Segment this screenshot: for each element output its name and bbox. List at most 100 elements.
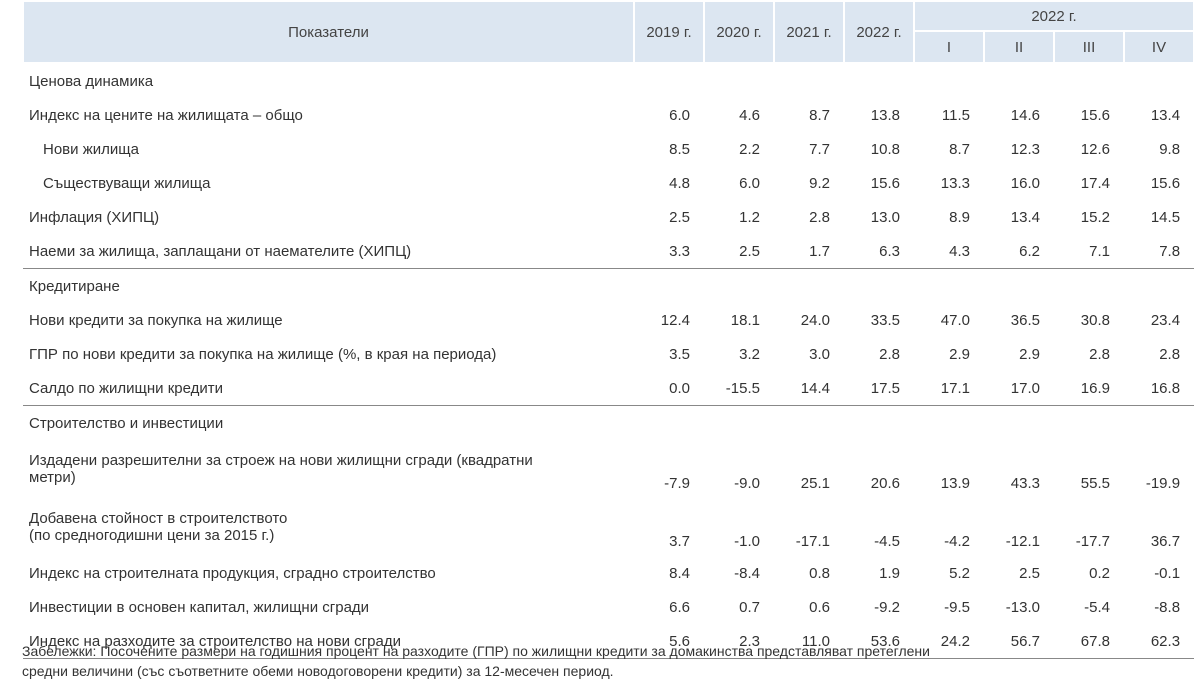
cell-value: 4.3: [949, 242, 970, 260]
cell-value: 36.7: [1150, 533, 1181, 550]
table-row: Салдо по жилищни кредити 0.0 -15.5 14.4 17.5…: [23, 371, 1194, 406]
cell-value: 43.3: [1010, 475, 1040, 492]
cell-value: 3.5: [669, 345, 690, 363]
cell-value: 13.4: [1150, 106, 1181, 124]
cell-value: 3.7: [669, 533, 690, 550]
cell-value: -17.1: [795, 533, 830, 550]
cell-value: -17.7: [1075, 533, 1110, 550]
cell-value: -1.0: [734, 533, 760, 550]
cell-value: 12.6: [1080, 140, 1110, 158]
footnote-line: Забележки: Посочените размери на годишни…: [22, 643, 930, 659]
row-label: Инвестиции в основен капитал, жилищни сг…: [29, 598, 370, 616]
cell-value: -19.9: [1145, 475, 1181, 492]
cell-value: 2.8: [879, 345, 900, 363]
cell-value: 8.7: [949, 140, 970, 158]
cell-value: 13.0: [870, 208, 900, 226]
cell-value: 24.2: [914, 624, 984, 659]
cell-value: -4.5: [874, 533, 900, 550]
cell-value: 15.6: [1150, 174, 1181, 192]
cell-value: 20.6: [870, 475, 900, 492]
row-label: Съществуващи жилища: [43, 174, 211, 192]
cell-value: 11.0: [774, 624, 844, 659]
cell-value: 2.2: [739, 140, 760, 158]
cell-value: 7.7: [809, 140, 830, 158]
cell-value: 0.0: [669, 379, 690, 397]
header-year: 2022 г.: [843, 0, 915, 64]
row-label: Индекс на разходите за строителство на н…: [23, 624, 634, 659]
cell-value: 2.5: [1019, 564, 1040, 582]
row-label: Наеми за жилища, заплащани от наемателит…: [29, 242, 412, 260]
table-row: ГПР по нови кредити за покупка на жилище…: [23, 337, 1194, 371]
cell-value: 62.3: [1124, 624, 1195, 659]
cell-value: 13.9: [940, 475, 970, 492]
row-label: Добавена стойност в строителството (по ср…: [23, 498, 634, 556]
row-label-line: Издадени разрешителни за строеж на нови …: [29, 452, 533, 469]
cell-value: 6.2: [1019, 242, 1040, 260]
footnote-line: средни величини (със съответните обеми н…: [22, 663, 614, 679]
row-label: Нови жилища: [43, 140, 139, 158]
table-row: Индекс на разходите за строителство на н…: [23, 624, 1195, 659]
row-label: Салдо по жилищни кредити: [29, 379, 224, 397]
cell-value: 17.1: [940, 379, 970, 397]
cell-value: 0.8: [809, 564, 830, 582]
header-year: 2020 г.: [703, 0, 775, 64]
cell-value: -9.2: [874, 598, 900, 616]
row-label: Издадени разрешителни за строеж на нови …: [23, 440, 634, 498]
cell-value: 47.0: [940, 311, 970, 329]
cell-value: 2.9: [1019, 345, 1040, 363]
cell-value: 1.7: [809, 242, 830, 260]
cell-value: 4.6: [739, 106, 760, 124]
cell-value: 3.3: [669, 242, 690, 260]
cell-value: 14.6: [1010, 106, 1040, 124]
cell-value: 1.9: [879, 564, 900, 582]
cell-value: -8.8: [1154, 598, 1181, 616]
cell-value: -5.4: [1084, 598, 1110, 616]
cell-value: -9.0: [734, 475, 760, 492]
row-label: Нови кредити за покупка на жилище: [29, 311, 283, 329]
row-label-line: Добавена стойност в строителството: [29, 510, 288, 527]
cell-value: 17.0: [1010, 379, 1040, 397]
cell-value: 14.5: [1150, 208, 1181, 226]
cell-value: -15.5: [725, 379, 760, 397]
row-label-line: (по средногодишни цени за 2015 г.): [29, 527, 275, 544]
cell-value: 55.5: [1080, 475, 1110, 492]
cell-value: 2.3: [704, 624, 774, 659]
cell-value: 7.8: [1159, 242, 1181, 260]
table-row: Индекс на строителната продукция, сградн…: [23, 556, 1194, 590]
table-row: Нови жилища 8.5 2.2 7.7 10.8 8.7 12.3 12.6 9.8: [23, 132, 1194, 166]
cell-value: -8.4: [734, 564, 760, 582]
cell-value: 18.1: [730, 311, 760, 329]
cell-value: 17.4: [1080, 174, 1110, 192]
cell-value: 7.1: [1089, 242, 1110, 260]
cell-value: 2.5: [669, 208, 690, 226]
table-row: Добавена стойност в строителството (по ср…: [23, 498, 1194, 556]
section-title: Кредитиране: [23, 268, 1195, 303]
cell-value: -7.9: [664, 475, 690, 492]
cell-value: 2.8: [1089, 345, 1110, 363]
cell-value: 0.6: [809, 598, 830, 616]
cell-value: 23.4: [1150, 311, 1181, 329]
cell-value: 67.8: [1054, 624, 1124, 659]
cell-value: 10.8: [870, 140, 900, 158]
header-quarter: IV: [1122, 30, 1196, 64]
cell-value: 36.5: [1010, 311, 1040, 329]
table-row: Индекс на цените на жилищата – общо 6.0 4.…: [23, 98, 1194, 132]
cell-value: 8.5: [669, 140, 690, 158]
table-row: Наеми за жилища, заплащани от наемателит…: [23, 234, 1194, 269]
cell-value: 5.6: [634, 624, 704, 659]
cell-value: 30.8: [1080, 311, 1110, 329]
cell-value: 16.9: [1080, 379, 1110, 397]
cell-value: 2.8: [1159, 345, 1181, 363]
table-row: Съществуващи жилища 4.8 6.0 9.2 15.6 13.3 16.0…: [23, 166, 1194, 200]
table-row: Инфлация (ХИПЦ) 2.5 1.2 2.8 13.0 8.9 13.4 15.2 1…: [23, 200, 1194, 234]
cell-value: 15.6: [870, 174, 900, 192]
section-title: Строителство и инвестиции: [23, 405, 1195, 440]
cell-value: -13.0: [1005, 598, 1040, 616]
cell-value: 2.5: [739, 242, 760, 260]
cell-value: 17.5: [870, 379, 900, 397]
cell-value: 33.5: [870, 311, 900, 329]
cell-value: -12.1: [1005, 533, 1040, 550]
header-quarter: III: [1053, 30, 1125, 64]
cell-value: 6.6: [669, 598, 690, 616]
cell-value: -0.1: [1154, 564, 1181, 582]
